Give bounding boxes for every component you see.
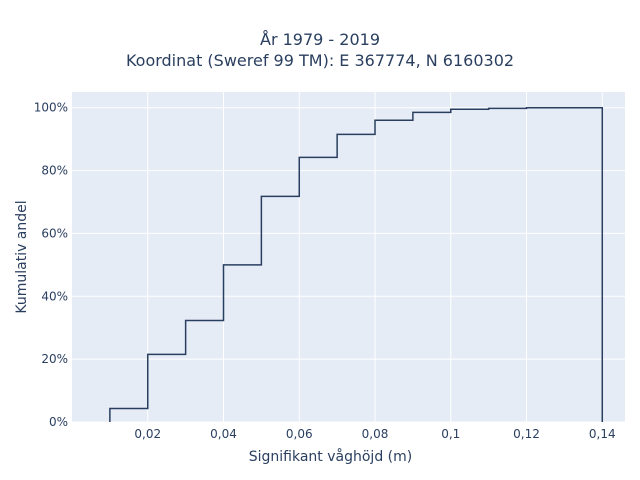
- y-tick-label: 0%: [49, 415, 68, 429]
- y-tick-label: 60%: [41, 226, 68, 240]
- chart-subtitle: Koordinat (Sweref 99 TM): E 367774, N 61…: [125, 51, 515, 70]
- plot-background: [72, 92, 625, 422]
- x-axis-label: Signifikant våghöjd (m): [249, 448, 412, 465]
- y-tick-label: 80%: [41, 164, 68, 178]
- x-tick-label: 0,1: [441, 427, 460, 441]
- x-tick-label: 0,14: [589, 427, 616, 441]
- y-tick-label: 20%: [41, 352, 68, 366]
- y-tick-label: 100%: [34, 101, 68, 115]
- y-tick-label: 40%: [41, 289, 68, 303]
- x-tick-label: 0,08: [362, 427, 389, 441]
- x-tick-label: 0,02: [134, 427, 161, 441]
- x-tick-label: 0,06: [286, 427, 313, 441]
- chart-title: År 1979 - 2019: [260, 30, 380, 49]
- y-axis-label: Kumulativ andel: [14, 200, 30, 313]
- cdf-step-line: [109, 106, 604, 422]
- x-tick-label: 0,04: [210, 427, 237, 441]
- x-tick-label: 0,12: [513, 427, 540, 441]
